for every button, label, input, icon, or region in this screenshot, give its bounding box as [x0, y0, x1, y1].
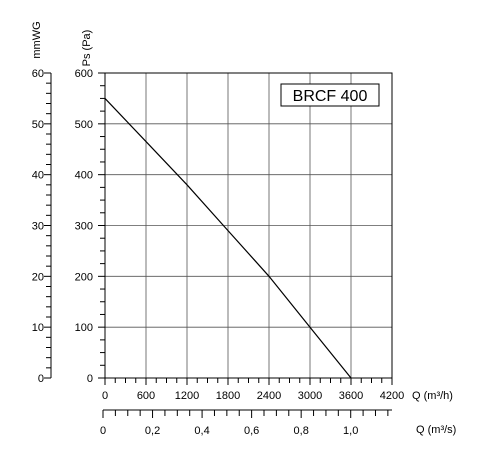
y-tick-label: 200 — [75, 271, 93, 283]
x-secondary-tick-label: 1,0 — [343, 425, 358, 437]
x-secondary-tick-label: 0,6 — [244, 425, 259, 437]
y-secondary-tick-label: 20 — [32, 271, 44, 283]
y-axis-title-pa: Ps (Pa) — [81, 30, 93, 67]
x-secondary-tick-label: 0 — [100, 425, 106, 437]
y-tick-label: 300 — [75, 221, 93, 233]
x-axis-title-m3s: Q (m³/s) — [416, 424, 456, 436]
x-tick-label: 4200 — [380, 390, 404, 402]
y-axis-title-mmwg: mmWG — [31, 21, 43, 58]
x-tick-label: 2400 — [257, 390, 281, 402]
fan-curve-line — [104, 97, 352, 379]
y-tick-label: 600 — [75, 68, 93, 80]
model-label-box — [280, 83, 380, 107]
y-secondary-tick-label: 0 — [38, 373, 44, 385]
x-tick-label: 600 — [137, 390, 155, 402]
x-secondary-tick-label: 0,8 — [294, 425, 309, 437]
x-tick-label: 1800 — [216, 390, 240, 402]
x-tick-label: 3000 — [298, 390, 322, 402]
y-secondary-tick-label: 40 — [32, 170, 44, 182]
y-secondary-tick-label: 50 — [32, 119, 44, 131]
x-secondary-tick-label: 0,4 — [194, 425, 209, 437]
chart-title: BRCF 400 — [293, 88, 368, 105]
x-tick-label: 1200 — [175, 390, 199, 402]
x-tick-label: 3600 — [339, 390, 363, 402]
y-tick-label: 0 — [87, 373, 93, 385]
y-secondary-tick-label: 60 — [32, 68, 44, 80]
x-axis-title-m3h: Q (m³/h) — [412, 390, 453, 402]
y-secondary-tick-label: 30 — [32, 221, 44, 233]
y-tick-label: 500 — [75, 119, 93, 131]
y-tick-label: 400 — [75, 170, 93, 182]
y-tick-label: 100 — [75, 322, 93, 334]
x-secondary-tick-label: 0,2 — [145, 425, 160, 437]
x-tick-label: 0 — [102, 390, 108, 402]
y-secondary-tick-label: 10 — [32, 322, 44, 334]
